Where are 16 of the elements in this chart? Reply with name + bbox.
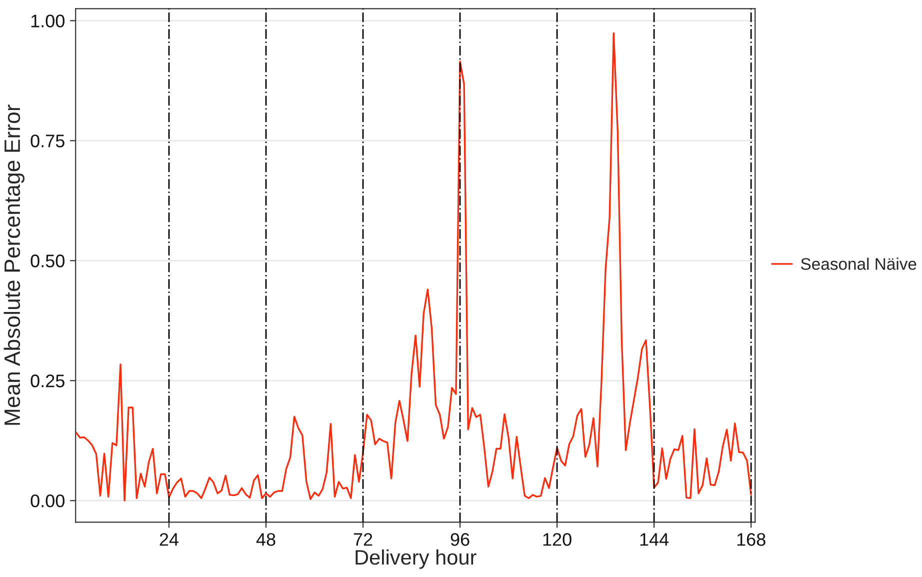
x-tick-label: 96 — [450, 533, 470, 546]
x-tick-label: 48 — [256, 533, 276, 546]
y-tick-label: 0.75 — [30, 134, 64, 148]
x-tick-label: 24 — [160, 533, 178, 546]
legend-label: Seasonal Näive — [801, 258, 916, 270]
y-axis-title: Mean Absolute Percentage Error — [4, 104, 24, 425]
x-tick-label: 120 — [543, 533, 572, 546]
y-tick-label: 0.25 — [30, 374, 64, 388]
y-tick-label: 1.00 — [31, 14, 64, 28]
y-tick-label: 0.00 — [30, 494, 64, 508]
x-axis-title: Delivery hour — [356, 549, 476, 569]
y-tick-label: 0.50 — [30, 254, 64, 268]
x-tick-label: 144 — [640, 533, 669, 546]
line-series — [76, 32, 752, 502]
x-tick-label: 168 — [737, 533, 766, 546]
x-tick-label: 72 — [354, 533, 372, 546]
